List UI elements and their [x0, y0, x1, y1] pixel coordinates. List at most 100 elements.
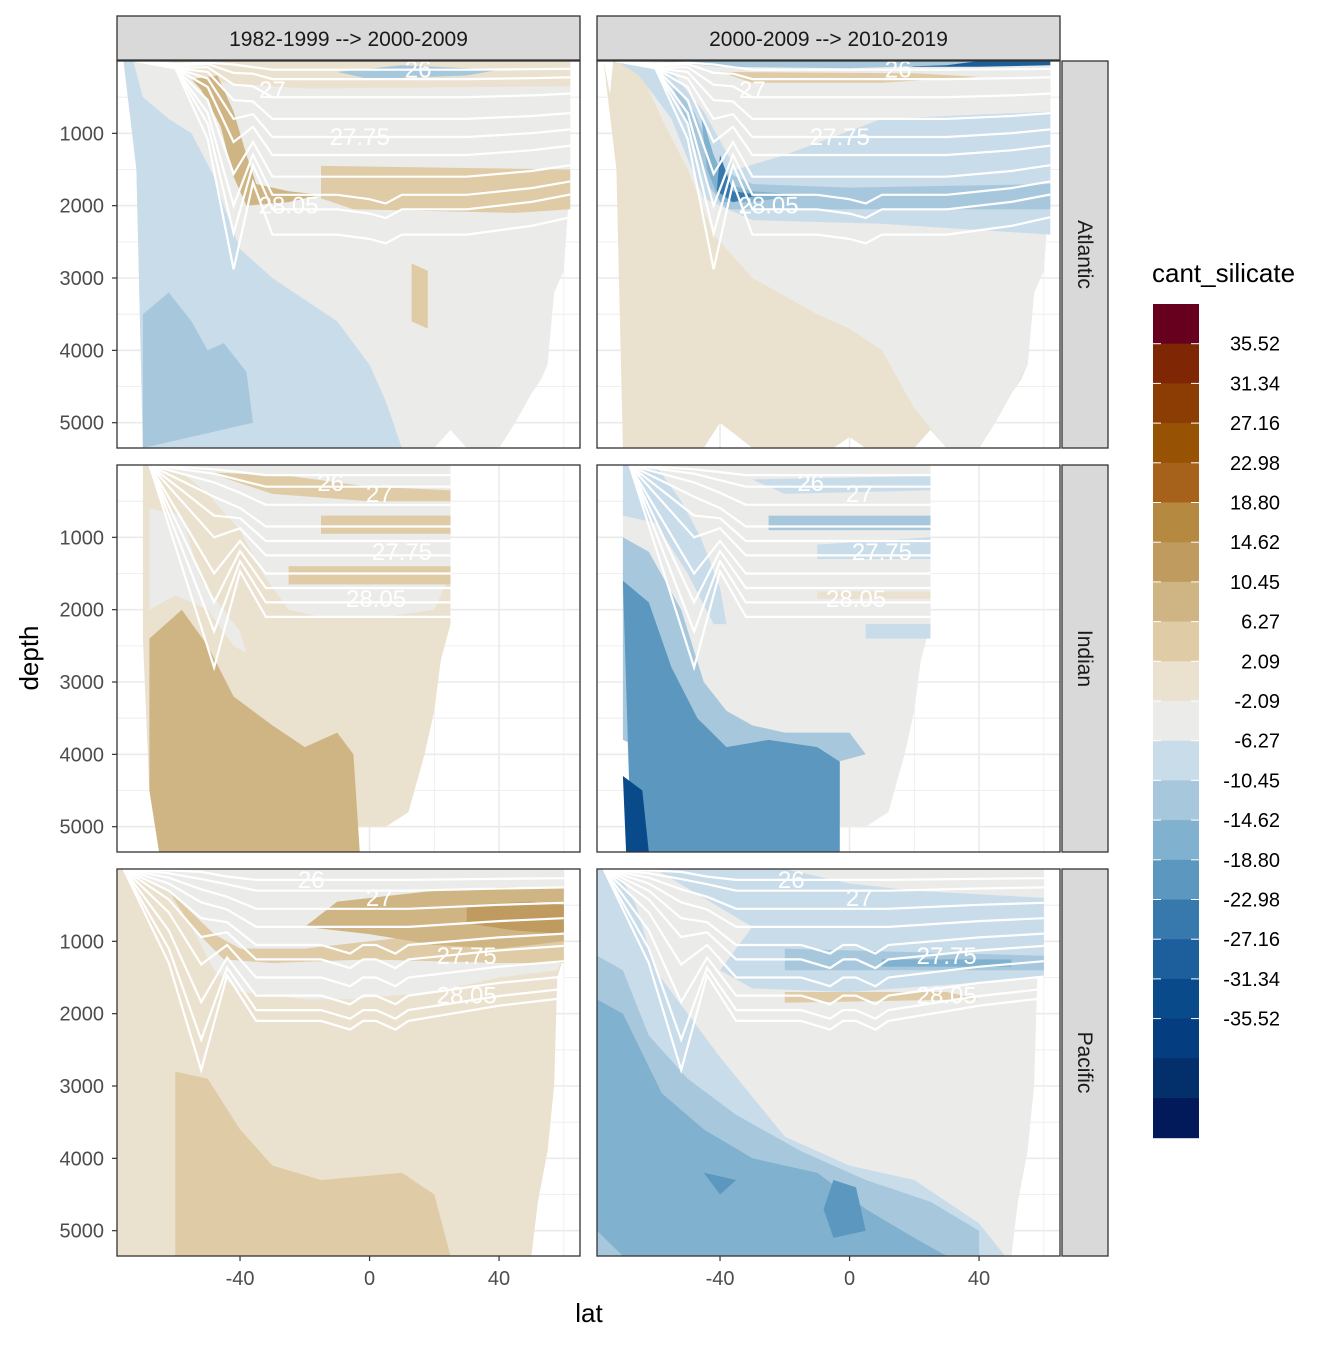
legend-color-swatch: [1153, 859, 1199, 900]
contour-label: 27.75: [917, 943, 977, 970]
contour-label: 28.05: [437, 983, 497, 1010]
facet-strip-label: Indian: [1073, 630, 1096, 687]
contour-label: 27.75: [810, 124, 870, 151]
legend-label: -27.16: [1223, 929, 1280, 951]
panel-border: [116, 60, 581, 449]
legend-color-swatch: [1153, 1058, 1199, 1099]
legend-color-swatch: [1153, 343, 1199, 384]
legend-color-swatch: [1153, 621, 1199, 662]
legend-color-swatch: [1153, 1098, 1199, 1139]
legend-label: -10.45: [1223, 770, 1280, 792]
contour-label: 28.05: [346, 586, 406, 613]
panel-border: [596, 60, 1061, 449]
contour-band: [622, 580, 840, 852]
density-contour-line: [628, 465, 931, 528]
panel-border: [116, 868, 581, 1257]
legend-label: -6.27: [1234, 731, 1280, 753]
density-contour-line: [603, 869, 1044, 928]
y-tick-label: 1000: [60, 123, 105, 145]
contour-band: [288, 566, 451, 585]
contour-label: 28.05: [259, 193, 319, 220]
legend-color-swatch: [1153, 542, 1199, 583]
density-contour-line: [616, 61, 1051, 270]
legend-label: -31.34: [1223, 969, 1280, 991]
facet-strip-top: [116, 15, 581, 61]
contour-label: 26: [317, 470, 344, 497]
contour-label: 27: [846, 481, 873, 508]
contour-label: 26: [885, 57, 912, 84]
contour-band: [655, 61, 980, 69]
x-tick-label: -40: [226, 1268, 255, 1290]
contour-label: 26: [405, 57, 432, 84]
contour-band: [149, 508, 247, 654]
y-tick-label: 5000: [60, 1221, 105, 1243]
legend-label: 35.52: [1230, 334, 1280, 356]
contour-label: 27.75: [437, 943, 497, 970]
contour-band: [752, 475, 931, 494]
contour-label: 27: [366, 885, 393, 912]
contour-band: [823, 1180, 866, 1238]
facet-strip-right: [1061, 464, 1109, 853]
contour-label: 28.05: [826, 586, 886, 613]
legend-color-swatch: [1153, 423, 1199, 464]
contour-band: [597, 999, 947, 1256]
contour-band: [817, 591, 931, 599]
legend-color-swatch: [1153, 740, 1199, 781]
legend-color-swatch: [1153, 661, 1199, 702]
facet-strip-label: Atlantic: [1073, 220, 1096, 289]
facet-strip-right: [1061, 60, 1109, 449]
y-tick-label: 4000: [60, 1148, 105, 1170]
legend-label: 14.62: [1230, 532, 1280, 554]
density-contour-line: [122, 869, 564, 988]
contour-label: 28.05: [739, 193, 799, 220]
contour-band: [622, 776, 649, 852]
x-tick-label: -40: [706, 1268, 735, 1290]
facet-panel: 26 27 27.75 28.05: [596, 464, 1061, 853]
legend-color-swatch: [1153, 581, 1199, 623]
density-contour-line: [628, 465, 931, 576]
legend-label: 18.80: [1230, 493, 1280, 515]
density-contour-line: [629, 465, 931, 506]
density-contour-line: [148, 465, 451, 543]
density-contour-line: [629, 465, 931, 477]
contour-label: 27.75: [372, 539, 432, 566]
y-tick-label: 3000: [60, 1076, 105, 1098]
density-contour-line: [616, 61, 1051, 210]
legend-label: 10.45: [1230, 572, 1280, 594]
contour-band: [175, 1071, 451, 1256]
density-contour-line: [122, 869, 564, 1075]
y-tick-label: 2000: [60, 1004, 105, 1026]
contour-band: [304, 887, 564, 949]
legend-title: cant_silicate: [1152, 258, 1295, 288]
density-contour-line: [148, 465, 451, 605]
x-tick-label: 0: [364, 1268, 375, 1290]
facet-strip-right: [1061, 868, 1109, 1257]
density-contour-line: [148, 465, 451, 672]
legend-color-swatch: [1153, 978, 1199, 1020]
facet-strip-label: 2000-2009 --> 2010-2019: [709, 28, 948, 51]
density-contour-line: [136, 61, 571, 210]
density-contour-line: [148, 465, 451, 576]
density-contour-line: [136, 61, 571, 157]
density-contour-line: [136, 61, 571, 120]
density-contour-line: [136, 61, 571, 81]
legend-label: -14.62: [1223, 810, 1280, 832]
density-contour-line: [616, 61, 1051, 81]
x-tick-label: 0: [844, 1268, 855, 1290]
density-contour-line: [616, 61, 1051, 139]
density-contour-line: [123, 869, 564, 955]
contour-band: [321, 515, 451, 534]
legend-label: -35.52: [1223, 1009, 1280, 1031]
contour-band: [191, 75, 321, 206]
y-tick-label: 5000: [60, 413, 105, 435]
legend-label: -2.09: [1234, 691, 1280, 713]
density-contour-line: [616, 61, 1051, 99]
contour-label: 27: [366, 481, 393, 508]
density-contour-line: [628, 465, 931, 605]
contour-band: [716, 155, 759, 203]
density-contour-line: [123, 869, 564, 881]
legend-color-swatch: [1153, 304, 1199, 345]
density-contour-line: [149, 465, 451, 488]
density-contour-line: [602, 869, 1044, 988]
